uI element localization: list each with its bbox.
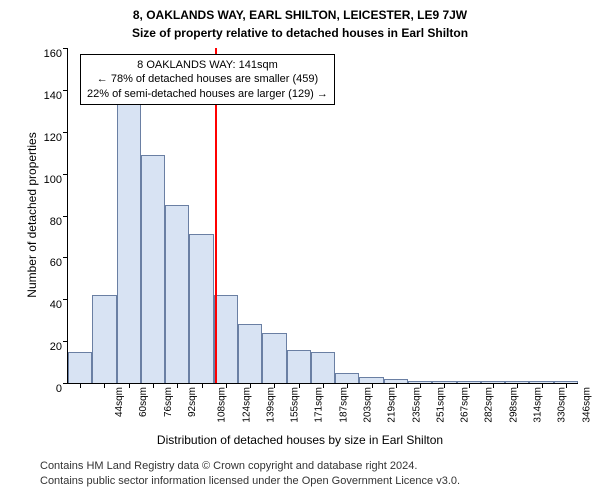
x-tick-label: 298sqm bbox=[508, 387, 519, 423]
y-tick-mark bbox=[63, 299, 68, 300]
x-tick-mark bbox=[323, 383, 324, 388]
histogram-bar bbox=[165, 205, 189, 383]
histogram-bar bbox=[117, 94, 141, 383]
histogram-bar bbox=[189, 234, 213, 383]
x-tick-label: 44sqm bbox=[114, 387, 125, 417]
histogram-bar bbox=[92, 295, 116, 383]
x-tick-mark bbox=[129, 383, 130, 388]
y-tick-label: 40 bbox=[50, 299, 68, 311]
y-tick-mark bbox=[63, 132, 68, 133]
histogram-bar bbox=[68, 352, 92, 383]
histogram-bar bbox=[238, 324, 262, 383]
histogram-bar bbox=[287, 350, 311, 384]
x-tick-mark bbox=[153, 383, 154, 388]
y-tick-mark bbox=[63, 341, 68, 342]
x-tick-label: 203sqm bbox=[363, 387, 374, 423]
x-tick-label: 219sqm bbox=[387, 387, 398, 423]
x-tick-mark bbox=[444, 383, 445, 388]
chart-title-line1: 8, OAKLANDS WAY, EARL SHILTON, LEICESTER… bbox=[0, 8, 600, 22]
y-tick-label: 100 bbox=[44, 174, 68, 186]
x-tick-mark bbox=[420, 383, 421, 388]
annotation-line: 22% of semi-detached houses are larger (… bbox=[87, 87, 328, 101]
y-axis-label: Number of detached properties bbox=[25, 105, 39, 325]
x-tick-label: 330sqm bbox=[557, 387, 568, 423]
y-tick-label: 80 bbox=[50, 216, 68, 228]
x-tick-label: 124sqm bbox=[241, 387, 252, 423]
x-tick-mark bbox=[202, 383, 203, 388]
x-tick-mark bbox=[80, 383, 81, 388]
histogram-bar bbox=[141, 155, 165, 383]
x-tick-label: 282sqm bbox=[484, 387, 495, 423]
histogram-bar bbox=[262, 333, 286, 383]
y-tick-label: 20 bbox=[50, 341, 68, 353]
y-tick-label: 60 bbox=[50, 257, 68, 269]
x-tick-mark bbox=[372, 383, 373, 388]
x-tick-mark bbox=[469, 383, 470, 388]
y-tick-mark bbox=[63, 90, 68, 91]
x-tick-mark bbox=[226, 383, 227, 388]
x-tick-mark bbox=[566, 383, 567, 388]
y-tick-mark bbox=[63, 216, 68, 217]
x-tick-mark bbox=[396, 383, 397, 388]
x-tick-label: 187sqm bbox=[338, 387, 349, 423]
x-tick-label: 108sqm bbox=[217, 387, 228, 423]
footer-line2: Contains public sector information licen… bbox=[40, 475, 460, 487]
y-tick-mark bbox=[63, 174, 68, 175]
x-tick-label: 251sqm bbox=[435, 387, 446, 423]
x-tick-label: 346sqm bbox=[581, 387, 592, 423]
y-tick-label: 140 bbox=[44, 90, 68, 102]
y-tick-label: 160 bbox=[44, 48, 68, 60]
y-tick-mark bbox=[63, 383, 68, 384]
y-tick-mark bbox=[63, 257, 68, 258]
x-tick-label: 60sqm bbox=[138, 387, 149, 417]
x-tick-label: 314sqm bbox=[533, 387, 544, 423]
x-tick-label: 171sqm bbox=[314, 387, 325, 423]
x-axis-label: Distribution of detached houses by size … bbox=[0, 433, 600, 447]
x-tick-mark bbox=[274, 383, 275, 388]
chart-container: 8, OAKLANDS WAY, EARL SHILTON, LEICESTER… bbox=[0, 0, 600, 500]
x-tick-label: 92sqm bbox=[187, 387, 198, 417]
histogram-bar bbox=[311, 352, 335, 383]
annotation-box: 8 OAKLANDS WAY: 141sqm← 78% of detached … bbox=[80, 54, 335, 105]
x-tick-label: 235sqm bbox=[411, 387, 422, 423]
x-tick-mark bbox=[517, 383, 518, 388]
x-tick-mark bbox=[177, 383, 178, 388]
x-tick-mark bbox=[104, 383, 105, 388]
y-tick-label: 120 bbox=[44, 132, 68, 144]
y-tick-mark bbox=[63, 48, 68, 49]
x-tick-label: 155sqm bbox=[290, 387, 301, 423]
x-tick-mark bbox=[299, 383, 300, 388]
y-tick-label: 0 bbox=[56, 383, 68, 395]
x-tick-label: 139sqm bbox=[265, 387, 276, 423]
chart-title-line2: Size of property relative to detached ho… bbox=[0, 26, 600, 40]
footer-line1: Contains HM Land Registry data © Crown c… bbox=[40, 460, 417, 472]
annotation-line: ← 78% of detached houses are smaller (45… bbox=[87, 72, 328, 86]
histogram-bar bbox=[214, 295, 238, 383]
x-tick-label: 267sqm bbox=[460, 387, 471, 423]
x-tick-mark bbox=[542, 383, 543, 388]
x-tick-mark bbox=[250, 383, 251, 388]
x-tick-mark bbox=[347, 383, 348, 388]
annotation-line: 8 OAKLANDS WAY: 141sqm bbox=[87, 58, 328, 72]
histogram-bar bbox=[335, 373, 359, 383]
x-tick-label: 76sqm bbox=[163, 387, 174, 417]
x-tick-mark bbox=[493, 383, 494, 388]
